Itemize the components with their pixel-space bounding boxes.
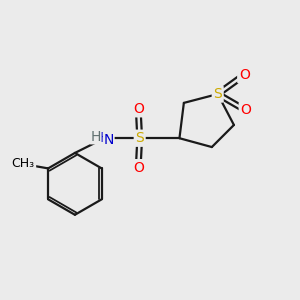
- Text: O: O: [240, 103, 251, 117]
- Text: H: H: [99, 131, 110, 145]
- Text: CH₃: CH₃: [12, 158, 35, 170]
- Text: H: H: [90, 130, 101, 144]
- Text: S: S: [135, 131, 144, 145]
- Text: O: O: [133, 161, 144, 175]
- Text: N: N: [103, 133, 114, 147]
- Text: O: O: [239, 68, 250, 82]
- Text: S: S: [213, 87, 222, 101]
- Text: O: O: [133, 102, 144, 116]
